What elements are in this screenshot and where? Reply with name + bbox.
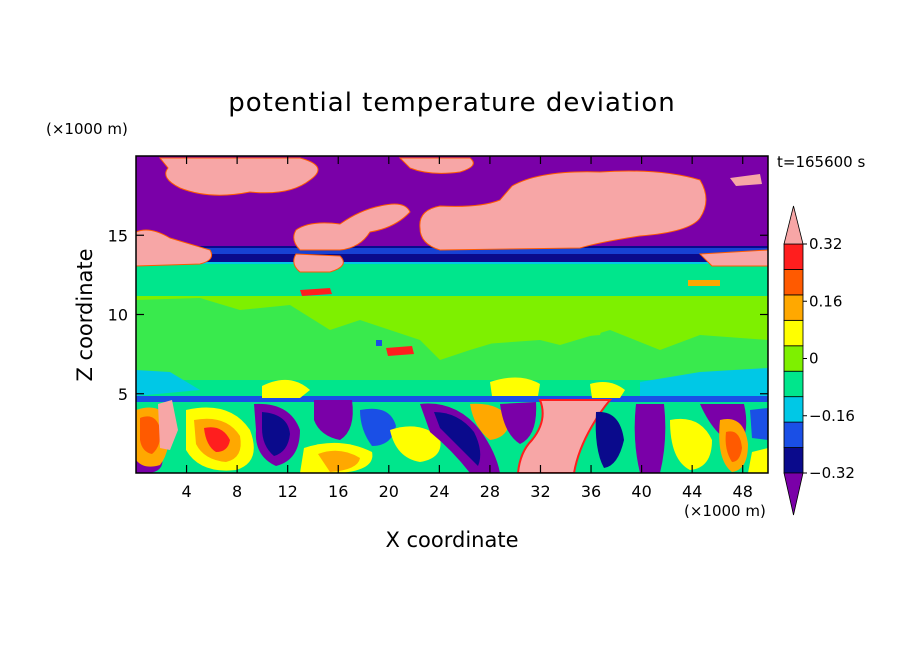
cyan-patch-right bbox=[640, 368, 768, 396]
x-axis: 4 8 12 16 20 24 28 32 36 40 44 48 bbox=[181, 156, 753, 501]
colorbar-box bbox=[783, 345, 804, 372]
x-tick-label: 12 bbox=[278, 482, 298, 501]
colorbar-tick-label: 0.16 bbox=[809, 292, 842, 310]
chart-title: potential temperature deviation bbox=[228, 88, 675, 118]
x-tick-label: 32 bbox=[530, 482, 550, 501]
bl-yellow-3 bbox=[390, 426, 441, 462]
colorbar-box bbox=[783, 243, 804, 270]
x-tick-label: 24 bbox=[429, 482, 449, 501]
red-feature-3 bbox=[688, 280, 720, 286]
bl-purple-5 bbox=[500, 402, 537, 444]
y-tick-label: 15 bbox=[108, 226, 128, 245]
band-blue bbox=[136, 248, 768, 254]
bl-blue-right bbox=[750, 408, 768, 440]
y-axis: 5 10 15 bbox=[108, 226, 768, 404]
y-tick-label: 5 bbox=[118, 385, 128, 404]
colorbar-box bbox=[783, 370, 804, 398]
x-axis-label: X coordinate bbox=[385, 528, 518, 552]
colorbar-box bbox=[783, 421, 804, 448]
bl-purple-7 bbox=[634, 404, 666, 473]
bl-yellow-bottom-right bbox=[748, 448, 768, 473]
contour-field bbox=[136, 156, 768, 473]
y-tick-label: 10 bbox=[108, 306, 128, 325]
red-feature-1 bbox=[300, 288, 332, 296]
pink-cloud-center bbox=[293, 203, 411, 251]
x-tick-label: 28 bbox=[480, 482, 500, 501]
y-unit-label: (×1000 m) bbox=[46, 120, 128, 138]
x-tick-label: 20 bbox=[379, 482, 399, 501]
pink-cloud-top-left bbox=[158, 157, 319, 196]
yellow-patch-right bbox=[590, 382, 625, 398]
cyan-patch-left bbox=[136, 370, 200, 396]
bl-orange-2 bbox=[318, 450, 360, 472]
pink-dots-right bbox=[730, 174, 762, 186]
colorbar-box bbox=[783, 269, 804, 296]
colorbar-box bbox=[783, 396, 804, 423]
red-feature-2 bbox=[386, 346, 414, 356]
colorbar-tick-label: −0.16 bbox=[809, 407, 855, 425]
bl-blue-6 bbox=[595, 411, 624, 468]
band-interface bbox=[136, 396, 768, 402]
x-tick-label: 4 bbox=[181, 482, 191, 501]
blue-dot-mid bbox=[376, 340, 382, 346]
pink-cloud-left-low bbox=[136, 229, 213, 267]
x-unit-label: (×1000 m) bbox=[684, 502, 766, 520]
colorbar-tick-label: −0.32 bbox=[809, 464, 855, 482]
colorbar-tick-label: 0 bbox=[809, 350, 819, 368]
colorbar-box bbox=[783, 294, 804, 321]
colorbar-labels: 0.32 0.16 0 −0.16 −0.32 bbox=[803, 235, 855, 482]
pink-cloud-top-mid bbox=[398, 157, 474, 174]
x-tick-label: 36 bbox=[581, 482, 601, 501]
colorbar-tick-label: 0.32 bbox=[809, 235, 842, 253]
band-sea-green bbox=[136, 264, 768, 298]
bl-red-right bbox=[725, 431, 742, 462]
bl-blue-3 bbox=[360, 408, 396, 446]
yellow-patch-mid-2 bbox=[490, 377, 540, 396]
pink-cloud-center-low bbox=[293, 253, 344, 273]
mid-green-patch bbox=[136, 298, 768, 382]
bl-yellow-4 bbox=[670, 418, 712, 470]
bl-blue-2 bbox=[262, 412, 290, 456]
bl-red-left bbox=[140, 416, 161, 454]
colorbar-extend-high bbox=[783, 205, 804, 245]
bl-orange-center bbox=[470, 403, 510, 440]
x-tick-label: 8 bbox=[232, 482, 242, 501]
x-tick-label: 44 bbox=[682, 482, 702, 501]
x-tick-label: 48 bbox=[733, 482, 753, 501]
colorbar-box bbox=[783, 319, 804, 347]
y-axis-label: Z coordinate bbox=[73, 248, 97, 381]
bl-blue-4 bbox=[434, 412, 481, 466]
colorbar bbox=[783, 205, 804, 516]
colorbar-box bbox=[783, 447, 804, 474]
pink-cloud-right-low bbox=[698, 249, 768, 267]
bl-pink-left bbox=[158, 400, 178, 450]
x-tick-label: 40 bbox=[631, 482, 651, 501]
yellow-patch-mid bbox=[262, 379, 310, 398]
time-label: t=165600 s bbox=[777, 153, 865, 171]
colorbar-extend-low bbox=[783, 472, 804, 516]
mid-lime-patch bbox=[440, 296, 610, 345]
pink-cloud-right bbox=[419, 170, 707, 251]
x-tick-label: 16 bbox=[328, 482, 348, 501]
bl-purple-3 bbox=[314, 400, 353, 440]
bl-red-1 bbox=[204, 427, 230, 452]
